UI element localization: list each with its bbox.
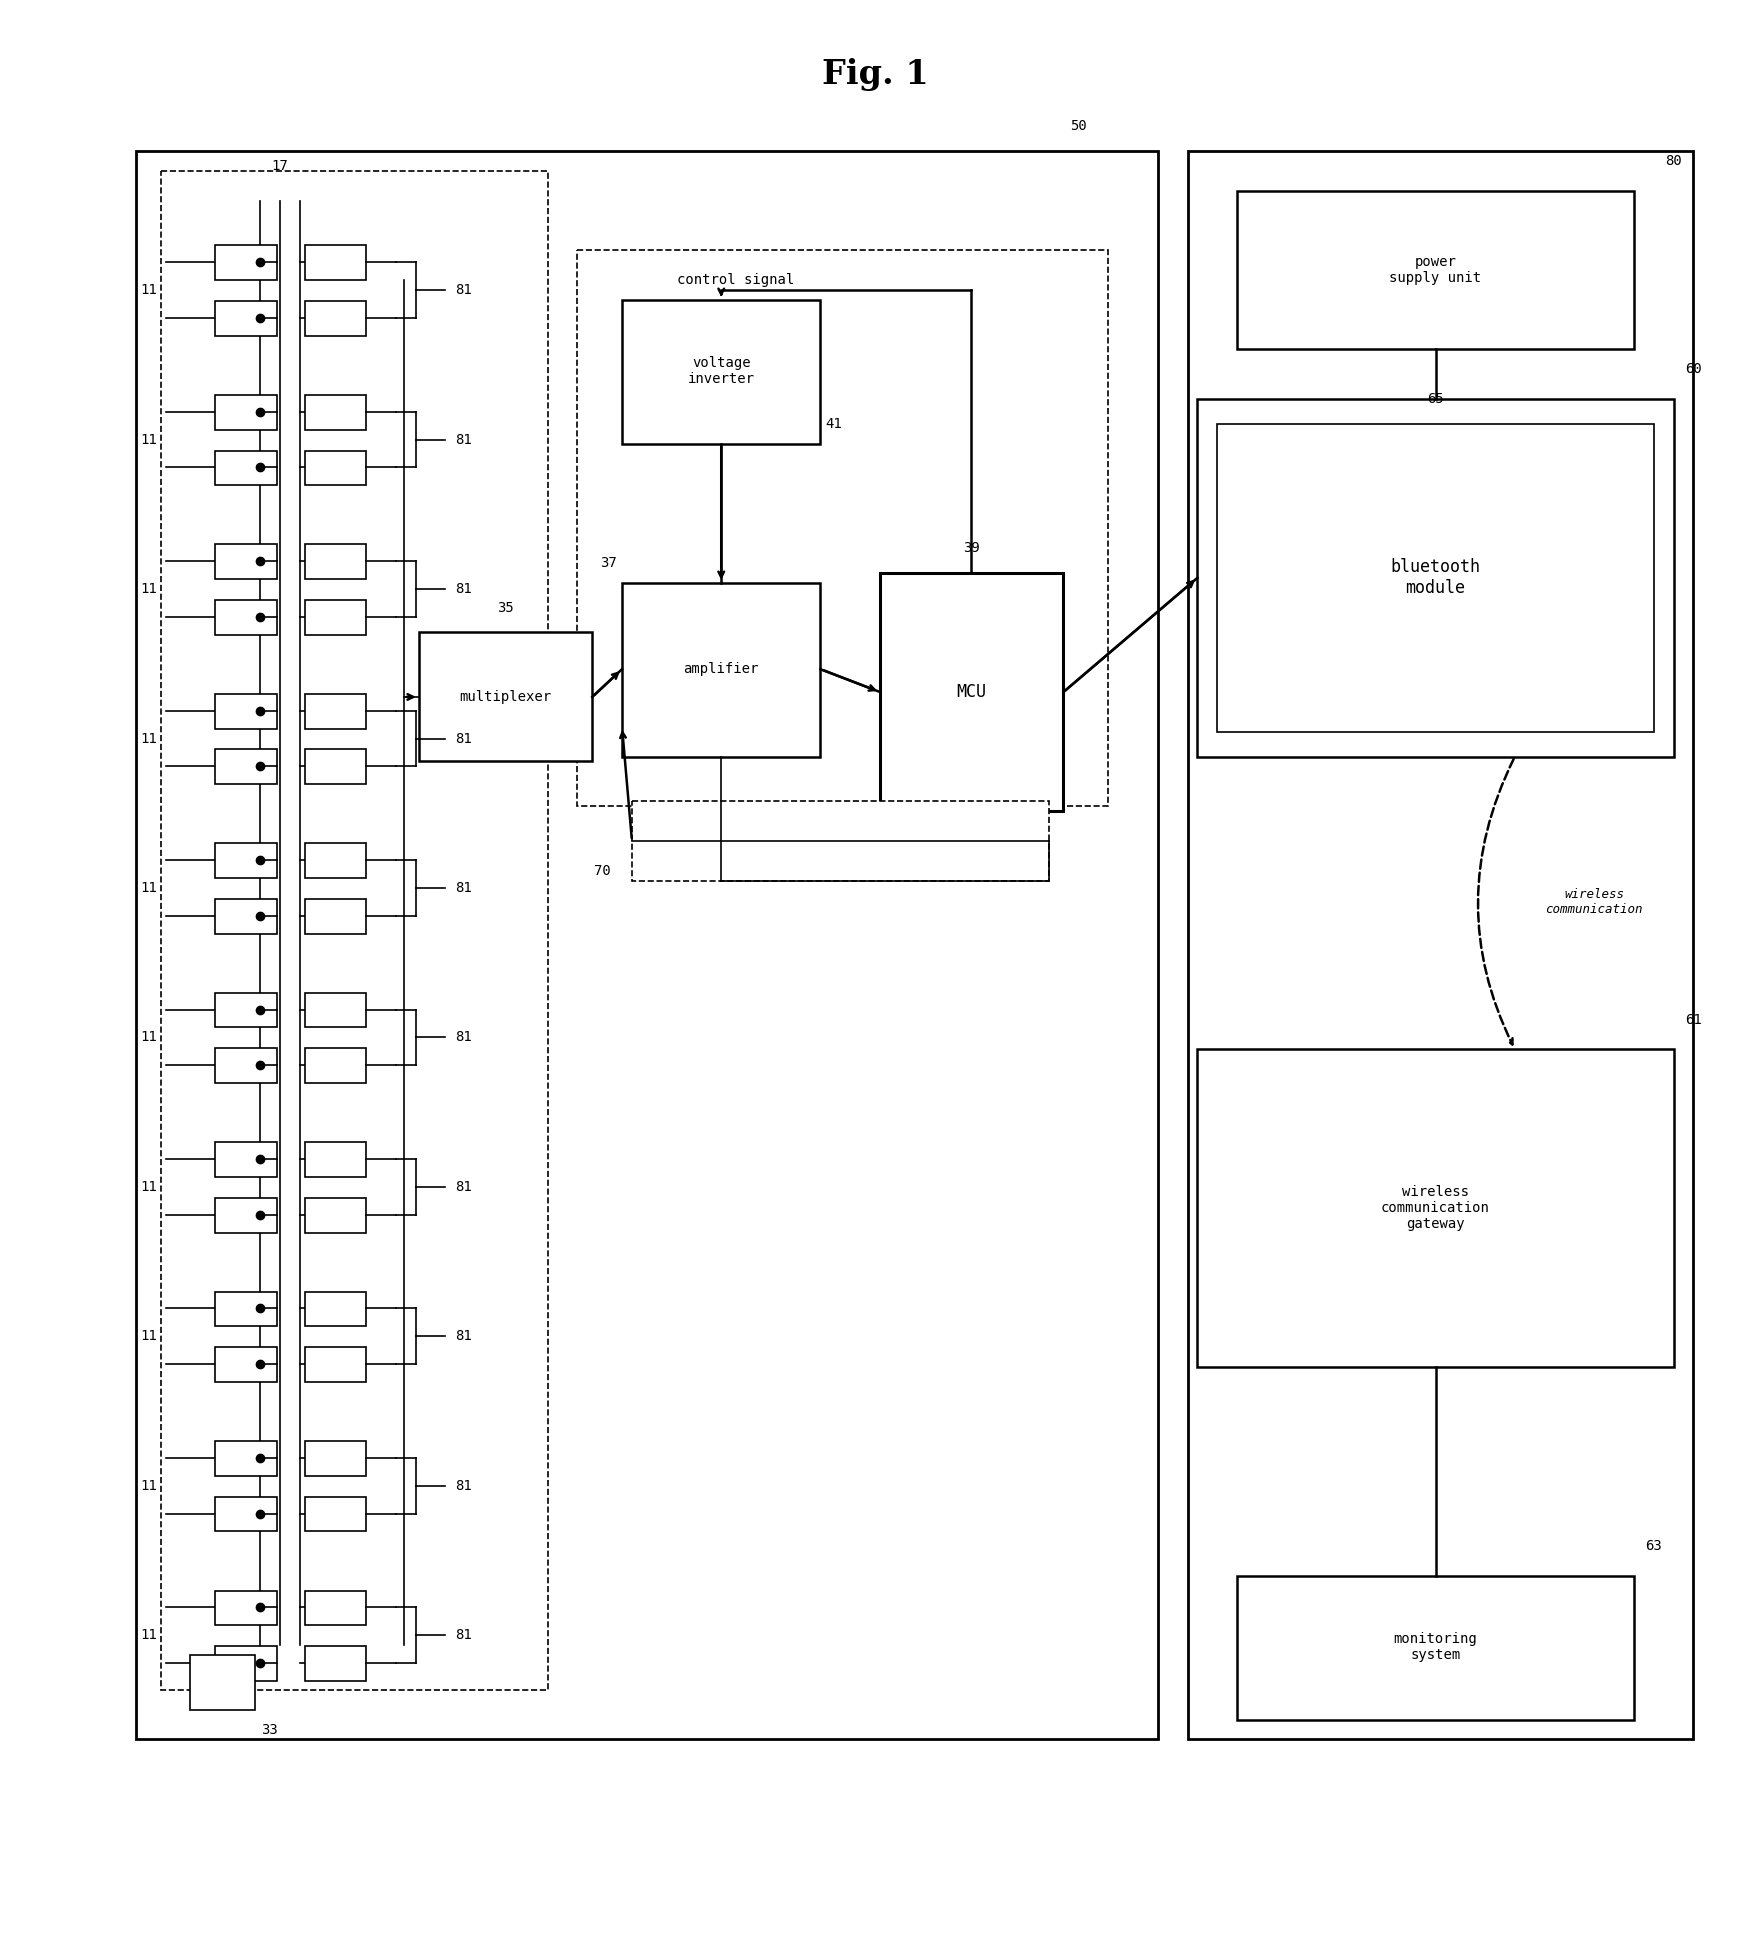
Text: 11: 11	[140, 283, 158, 296]
Bar	[305, 1497, 366, 1532]
Bar	[215, 246, 277, 281]
Bar	[305, 1292, 366, 1327]
Text: 11: 11	[140, 1180, 158, 1193]
Bar	[305, 246, 366, 281]
Bar	[305, 750, 366, 784]
Bar	[215, 1292, 277, 1327]
Text: 61: 61	[1684, 1013, 1702, 1027]
Text: 81: 81	[455, 732, 471, 746]
Bar	[1238, 1575, 1634, 1720]
Text: 81: 81	[455, 1329, 471, 1342]
Text: 11: 11	[140, 1030, 158, 1044]
Text: 63: 63	[1646, 1538, 1662, 1553]
Text: 81: 81	[455, 881, 471, 895]
Bar	[305, 899, 366, 934]
Text: 70: 70	[594, 864, 611, 877]
Bar	[215, 600, 277, 635]
Bar	[305, 693, 366, 728]
Text: Fig. 1: Fig. 1	[821, 58, 928, 91]
Text: 81: 81	[455, 1030, 471, 1044]
Text: 37: 37	[601, 556, 616, 569]
Bar	[215, 1590, 277, 1625]
Text: 39: 39	[963, 540, 979, 556]
Bar	[215, 300, 277, 335]
Text: 50: 50	[1070, 118, 1087, 134]
Bar	[305, 994, 366, 1027]
Bar	[215, 451, 277, 486]
Text: wireless
communication: wireless communication	[1546, 889, 1642, 916]
Bar	[305, 1048, 366, 1083]
Bar	[881, 573, 1063, 812]
Bar	[305, 451, 366, 486]
Text: 81: 81	[455, 1478, 471, 1493]
Bar	[215, 1497, 277, 1532]
Text: 17: 17	[271, 159, 289, 172]
Bar	[215, 994, 277, 1027]
Text: 11: 11	[140, 1329, 158, 1342]
Text: 60: 60	[1684, 362, 1702, 376]
Bar	[215, 1048, 277, 1083]
Bar	[305, 843, 366, 877]
Bar	[1217, 424, 1653, 732]
Text: 11: 11	[140, 1478, 158, 1493]
Text: 11: 11	[140, 432, 158, 447]
Text: 81: 81	[455, 581, 471, 597]
Text: 81: 81	[455, 432, 471, 447]
Text: 11: 11	[140, 1629, 158, 1643]
Text: control signal: control signal	[676, 273, 793, 287]
Bar	[305, 395, 366, 430]
Text: voltage
inverter: voltage inverter	[688, 356, 755, 385]
Bar	[305, 1348, 366, 1381]
Text: 81: 81	[455, 1629, 471, 1643]
Bar	[578, 250, 1108, 806]
Bar	[622, 583, 821, 757]
Bar	[215, 843, 277, 877]
Bar	[215, 1197, 277, 1232]
Text: multiplexer: multiplexer	[459, 690, 552, 703]
Bar	[215, 395, 277, 430]
Text: 81: 81	[455, 1180, 471, 1193]
Text: wireless
communication
gateway: wireless communication gateway	[1382, 1185, 1490, 1232]
Text: 33: 33	[261, 1722, 278, 1736]
Bar	[215, 899, 277, 934]
Text: bluetooth
module: bluetooth module	[1390, 558, 1481, 597]
Bar	[418, 631, 592, 761]
Bar	[215, 544, 277, 579]
Bar	[305, 300, 366, 335]
Bar	[215, 750, 277, 784]
Bar	[215, 1348, 277, 1381]
Text: 80: 80	[1665, 153, 1683, 169]
Bar	[215, 1441, 277, 1476]
Bar	[305, 1197, 366, 1232]
Text: amplifier: amplifier	[683, 662, 758, 676]
Bar	[215, 693, 277, 728]
Bar	[191, 1654, 256, 1710]
Bar	[305, 600, 366, 635]
Bar	[622, 300, 821, 444]
Bar	[215, 1143, 277, 1178]
Bar	[137, 151, 1157, 1739]
Text: MCU: MCU	[956, 684, 986, 701]
Bar	[1238, 190, 1634, 349]
Text: 11: 11	[140, 881, 158, 895]
Bar	[1198, 1050, 1674, 1368]
Text: 65: 65	[1427, 391, 1445, 407]
Text: 11: 11	[140, 581, 158, 597]
Bar	[305, 1143, 366, 1178]
Bar	[305, 1646, 366, 1681]
Bar	[215, 1646, 277, 1681]
Text: 11: 11	[140, 732, 158, 746]
Text: 35: 35	[497, 600, 513, 614]
Bar	[632, 802, 1049, 881]
Text: 41: 41	[825, 416, 842, 430]
Bar	[161, 170, 548, 1689]
Text: monitoring
system: monitoring system	[1394, 1633, 1478, 1662]
Text: power
supply unit: power supply unit	[1390, 256, 1481, 285]
Bar	[305, 1441, 366, 1476]
Text: 81: 81	[455, 283, 471, 296]
Bar	[305, 1590, 366, 1625]
Bar	[305, 544, 366, 579]
Bar	[1198, 399, 1674, 757]
Bar	[1187, 151, 1693, 1739]
